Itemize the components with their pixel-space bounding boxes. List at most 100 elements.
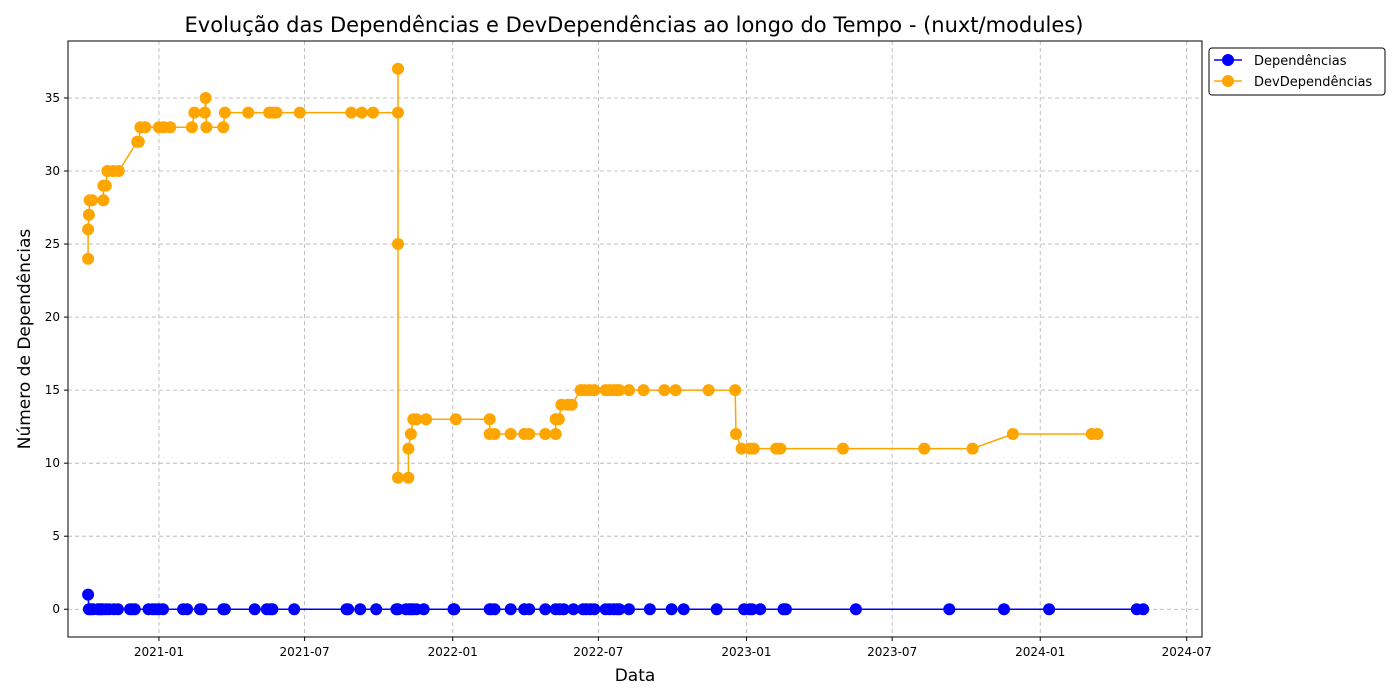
data-point — [523, 428, 536, 440]
data-point — [504, 603, 517, 616]
data-point — [198, 106, 211, 119]
data-point — [1043, 603, 1056, 616]
data-point — [710, 603, 723, 616]
data-point — [82, 588, 95, 601]
plot-frame — [67, 40, 1203, 638]
data-point — [354, 603, 367, 616]
tick-layer: 2021-01 2021-07 2022-01 2022-07 2023-01 2023-… — [45, 91, 1212, 659]
data-point — [613, 603, 626, 616]
legend: Dependências DevDependências — [1208, 47, 1386, 96]
data-point — [998, 603, 1010, 616]
data-point — [288, 603, 301, 616]
data-point — [565, 398, 578, 411]
data-point — [402, 442, 415, 455]
data-point — [588, 384, 601, 397]
data-point — [623, 384, 635, 397]
data-point — [266, 603, 279, 616]
data-point — [111, 603, 124, 616]
y-tick-label: 25 — [45, 237, 60, 251]
data-point — [112, 165, 125, 177]
legend-label-devdependencias: DevDependências — [1254, 75, 1372, 90]
data-point — [402, 471, 415, 484]
data-point — [1091, 428, 1104, 440]
y-tick-label: 35 — [45, 91, 60, 105]
data-point — [242, 106, 255, 119]
data-point — [392, 62, 404, 75]
data-point — [342, 603, 355, 616]
data-point — [549, 428, 562, 440]
data-point — [392, 106, 404, 119]
data-point — [1137, 603, 1150, 616]
data-point — [97, 194, 110, 207]
data-point — [420, 413, 433, 426]
data-point — [199, 92, 212, 104]
data-point — [218, 106, 231, 119]
data-point — [637, 384, 650, 397]
data-point — [918, 442, 931, 455]
data-point — [669, 384, 682, 397]
data-point — [488, 428, 501, 440]
data-point — [188, 106, 201, 119]
data-point — [355, 106, 368, 119]
data-point — [218, 603, 231, 616]
data-point — [523, 603, 536, 616]
data-point — [185, 121, 198, 134]
data-point — [557, 603, 570, 616]
data-point — [410, 413, 423, 426]
x-tick-label: 2021-01 — [134, 645, 184, 659]
data-point — [217, 121, 230, 134]
data-point — [483, 413, 496, 426]
data-point — [567, 603, 580, 616]
x-axis-title: Data — [615, 666, 656, 686]
data-point — [157, 603, 169, 616]
series-0 — [82, 588, 1150, 616]
data-point — [1006, 428, 1019, 440]
data-point — [677, 603, 690, 616]
x-tick-label: 2022-01 — [428, 645, 478, 659]
data-point — [367, 106, 379, 119]
data-point — [643, 603, 656, 616]
y-tick-label: 15 — [45, 383, 60, 397]
data-point — [345, 106, 358, 119]
data-point — [702, 384, 715, 397]
data-point — [943, 603, 956, 616]
data-point — [195, 603, 208, 616]
legend-marker-devdependencias — [1222, 75, 1234, 87]
data-point — [729, 384, 742, 397]
series-layer — [82, 62, 1150, 616]
data-point — [837, 442, 849, 455]
grid — [68, 41, 1202, 637]
data-point — [754, 603, 767, 616]
data-point — [539, 603, 552, 616]
data-point — [747, 442, 760, 455]
data-point — [623, 603, 635, 616]
data-point — [658, 384, 671, 397]
legend-label-dependencias: Dependências — [1254, 54, 1347, 69]
data-point — [588, 603, 601, 616]
series-line — [87, 68, 1098, 479]
data-point — [139, 121, 152, 134]
data-point — [779, 603, 792, 616]
legend-marker-dependencias — [1222, 54, 1234, 66]
x-tick-label: 2021-07 — [280, 645, 330, 659]
data-point — [128, 603, 141, 616]
data-point — [392, 471, 404, 484]
data-point — [370, 603, 383, 616]
data-point — [774, 442, 787, 455]
data-point — [488, 603, 501, 616]
data-point — [82, 208, 95, 221]
x-tick-label: 2024-01 — [1015, 645, 1065, 659]
data-point — [293, 106, 306, 119]
data-point — [504, 428, 517, 440]
y-tick-label: 10 — [45, 456, 60, 470]
data-point — [82, 252, 95, 265]
x-tick-label: 2024-07 — [1162, 645, 1212, 659]
data-point — [132, 135, 145, 148]
data-point — [448, 603, 461, 616]
data-point — [164, 121, 177, 134]
data-point — [665, 603, 678, 616]
y-tick-label: 0 — [52, 602, 60, 616]
y-tick-label: 5 — [52, 529, 60, 543]
data-point — [849, 603, 862, 616]
